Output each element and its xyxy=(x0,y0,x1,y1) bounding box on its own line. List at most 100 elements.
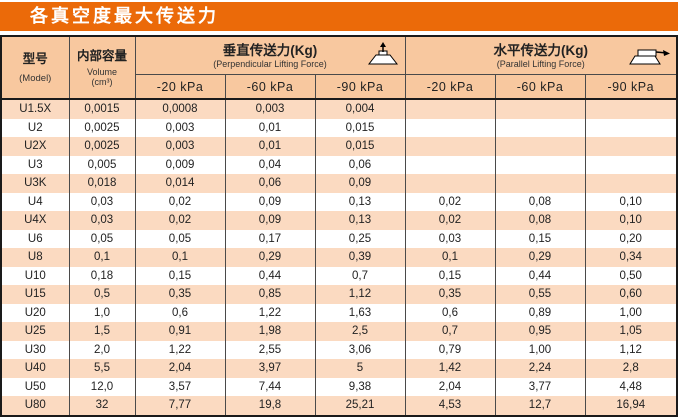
cell-volume: 0,05 xyxy=(68,229,136,248)
table-row: U8 0,1 0,1 0,29 0,39 0,1 0,29 0,34 xyxy=(0,248,678,267)
cell-volume: 0,03 xyxy=(68,211,136,230)
cell-horizontal-90kpa xyxy=(584,155,678,174)
cell-vertical-90kpa: 0,015 xyxy=(314,118,406,137)
table-body: U1.5X 0,0015 0,0008 0,003 0,004 U2 0,0025 0,003… xyxy=(0,99,678,416)
header-group-horizontal: 水平传送力(Kg) (Parallel Lifting Force) xyxy=(404,35,678,75)
cell-model: U25 xyxy=(0,322,70,341)
table-row: U25 1,5 0,91 1,98 2,5 0,7 0,95 1,05 xyxy=(0,322,678,341)
cell-volume: 0,0015 xyxy=(68,99,136,119)
cell-vertical-60kpa: 0,29 xyxy=(224,248,316,267)
cell-vertical-90kpa: 9,38 xyxy=(314,377,406,396)
header-model-zh: 型号 xyxy=(22,51,48,66)
cell-horizontal-20kpa: 0,03 xyxy=(404,229,496,248)
cell-horizontal-20kpa: 0,1 xyxy=(404,248,496,267)
cell-horizontal-90kpa: 0,10 xyxy=(584,211,678,230)
cell-vertical-60kpa: 1,98 xyxy=(224,322,316,341)
cell-vertical-90kpa: 0,39 xyxy=(314,248,406,267)
header-horizontal-en: (Parallel Lifting Force) xyxy=(496,58,585,69)
cell-vertical-90kpa: 0,13 xyxy=(314,192,406,211)
cell-horizontal-60kpa: 2,24 xyxy=(494,359,586,378)
cell-horizontal-20kpa: 0,79 xyxy=(404,340,496,359)
cell-volume: 32 xyxy=(68,396,136,416)
cell-vertical-60kpa: 0,17 xyxy=(224,229,316,248)
cell-vertical-90kpa: 3,06 xyxy=(314,340,406,359)
cell-model: U4X xyxy=(0,211,70,230)
cell-vertical-60kpa: 19,8 xyxy=(224,396,316,416)
cell-horizontal-60kpa: 0,95 xyxy=(494,322,586,341)
cell-vertical-60kpa: 0,09 xyxy=(224,211,316,230)
cell-model: U40 xyxy=(0,359,70,378)
cell-horizontal-20kpa: 0,15 xyxy=(404,266,496,285)
cell-horizontal-20kpa xyxy=(404,155,496,174)
spec-table: 型号 (Model) 内部容量 Volume (cm³) 垂直传送力(Kg) (… xyxy=(0,35,678,417)
cell-horizontal-20kpa xyxy=(404,137,496,156)
table-row: U3K 0,018 0,014 0,06 0,09 xyxy=(0,174,678,193)
cell-vertical-60kpa: 0,003 xyxy=(224,99,316,119)
table-row: U2X 0,0025 0,003 0,01 0,015 xyxy=(0,137,678,156)
cell-vertical-20kpa: 1,22 xyxy=(134,340,226,359)
cell-model: U2 xyxy=(0,118,70,137)
cell-horizontal-90kpa: 0,50 xyxy=(584,266,678,285)
cell-vertical-60kpa: 7,44 xyxy=(224,377,316,396)
cell-horizontal-60kpa: 3,77 xyxy=(494,377,586,396)
table-row: U6 0,05 0,05 0,17 0,25 0,03 0,15 0,20 xyxy=(0,229,678,248)
cell-horizontal-90kpa: 2,8 xyxy=(584,359,678,378)
cell-volume: 2,0 xyxy=(68,340,136,359)
cell-model: U30 xyxy=(0,340,70,359)
header-volume: 内部容量 Volume (cm³) xyxy=(68,35,136,100)
cell-volume: 0,018 xyxy=(68,174,136,193)
cell-volume: 0,005 xyxy=(68,155,136,174)
cell-horizontal-90kpa: 0,34 xyxy=(584,248,678,267)
cell-vertical-20kpa: 2,04 xyxy=(134,359,226,378)
cell-vertical-60kpa: 0,06 xyxy=(224,174,316,193)
cell-model: U8 xyxy=(0,248,70,267)
cell-horizontal-60kpa: 0,29 xyxy=(494,248,586,267)
cell-vertical-60kpa: 1,22 xyxy=(224,303,316,322)
cell-horizontal-90kpa: 1,12 xyxy=(584,340,678,359)
table-row: U80 32 7,77 19,8 25,21 4,53 12,7 16,94 xyxy=(0,396,678,416)
cell-horizontal-20kpa: 0,7 xyxy=(404,322,496,341)
cell-model: U15 xyxy=(0,285,70,304)
cell-horizontal-20kpa: 4,53 xyxy=(404,396,496,416)
cell-vertical-90kpa: 0,09 xyxy=(314,174,406,193)
cell-vertical-90kpa: 0,25 xyxy=(314,229,406,248)
cell-vertical-60kpa: 0,09 xyxy=(224,192,316,211)
cell-horizontal-60kpa xyxy=(494,99,586,119)
cell-horizontal-90kpa: 0,60 xyxy=(584,285,678,304)
cell-vertical-60kpa: 0,01 xyxy=(224,137,316,156)
table-row: U2 0,0025 0,003 0,01 0,015 xyxy=(0,118,678,137)
cell-vertical-60kpa: 0,04 xyxy=(224,155,316,174)
cell-vertical-20kpa: 0,003 xyxy=(134,118,226,137)
cell-horizontal-60kpa xyxy=(494,118,586,137)
header-horizontal-kpa-20: -20 kPa xyxy=(404,74,496,100)
cell-vertical-90kpa: 0,13 xyxy=(314,211,406,230)
cell-horizontal-20kpa: 0,35 xyxy=(404,285,496,304)
cell-horizontal-20kpa: 0,02 xyxy=(404,211,496,230)
cell-horizontal-90kpa xyxy=(584,99,678,119)
header-vertical-zh: 垂直传送力(Kg) xyxy=(222,42,318,58)
cell-horizontal-60kpa xyxy=(494,174,586,193)
cell-vertical-20kpa: 0,1 xyxy=(134,248,226,267)
cell-vertical-20kpa: 0,15 xyxy=(134,266,226,285)
cell-model: U6 xyxy=(0,229,70,248)
cell-vertical-90kpa: 5 xyxy=(314,359,406,378)
cell-model: U10 xyxy=(0,266,70,285)
table-row: U4X 0,03 0,02 0,09 0,13 0,02 0,08 0,10 xyxy=(0,211,678,230)
cell-horizontal-20kpa xyxy=(404,118,496,137)
header-volume-en: Volume xyxy=(86,66,118,77)
cell-vertical-20kpa: 0,014 xyxy=(134,174,226,193)
table-row: U15 0,5 0,35 0,85 1,12 0,35 0,55 0,60 xyxy=(0,285,678,304)
table-row: U10 0,18 0,15 0,44 0,7 0,15 0,44 0,50 xyxy=(0,266,678,285)
cell-model: U80 xyxy=(0,396,70,416)
cell-vertical-90kpa: 1,12 xyxy=(314,285,406,304)
cell-model: U2X xyxy=(0,137,70,156)
cell-vertical-60kpa: 0,85 xyxy=(224,285,316,304)
cell-vertical-20kpa: 0,003 xyxy=(134,137,226,156)
cell-vertical-90kpa: 25,21 xyxy=(314,396,406,416)
cell-vertical-60kpa: 0,01 xyxy=(224,118,316,137)
cell-volume: 5,5 xyxy=(68,359,136,378)
cell-vertical-60kpa: 3,97 xyxy=(224,359,316,378)
cell-vertical-20kpa: 0,05 xyxy=(134,229,226,248)
cell-vertical-90kpa: 0,004 xyxy=(314,99,406,119)
